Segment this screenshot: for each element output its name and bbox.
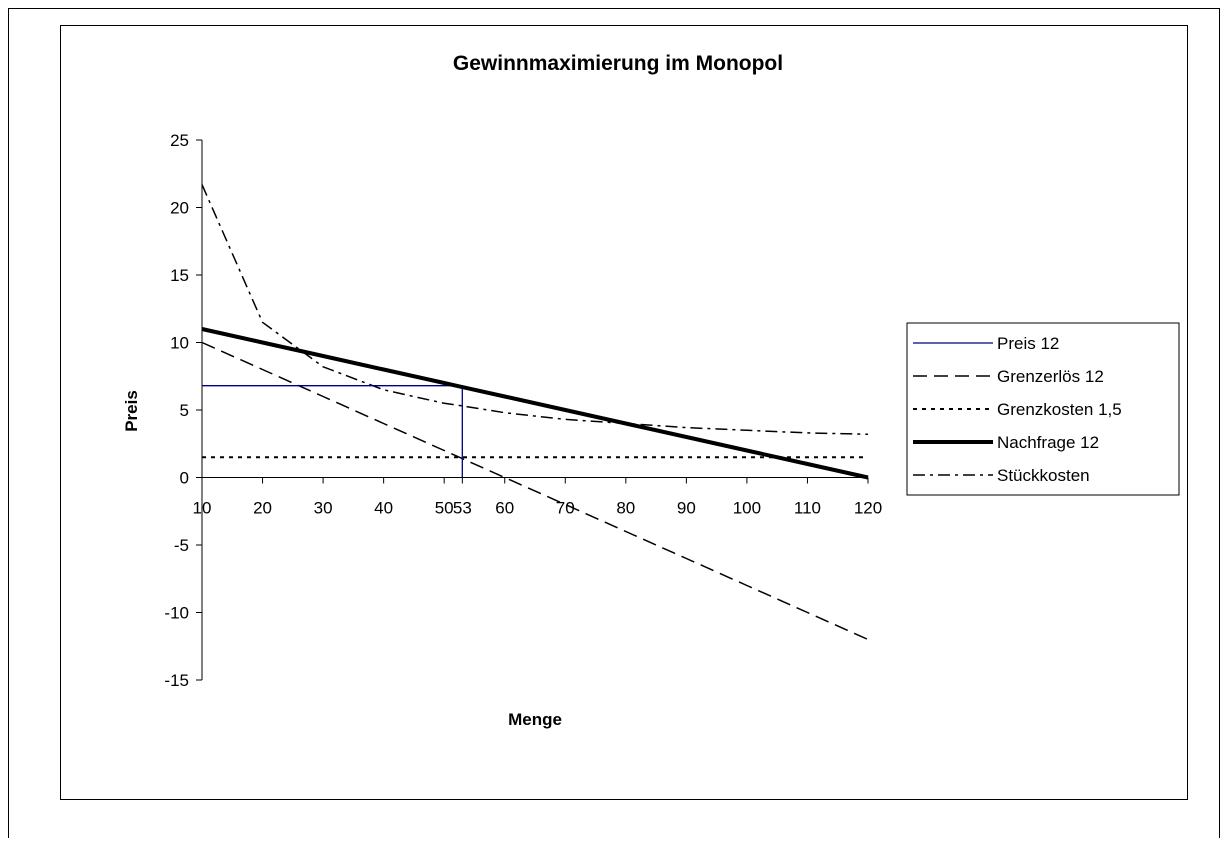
y-tick-label: 5	[180, 401, 189, 420]
x-tick-label: 80	[616, 499, 635, 518]
x-tick-label: 60	[495, 499, 514, 518]
x-tick-label: 10	[193, 499, 212, 518]
legend-label-2: Grenzkosten 1,5	[997, 400, 1122, 419]
x-tick-label: 100	[733, 499, 761, 518]
legend-label-0: Preis 12	[997, 334, 1059, 353]
legend-label-4: Stückkosten	[997, 466, 1090, 485]
series-line-1	[201, 341, 869, 641]
legend: Preis 12 Grenzerlös 12 Grenzkosten 1,5 Nach…	[906, 322, 1180, 496]
x-tick-label: 40	[374, 499, 393, 518]
x-tick-label: 120	[854, 499, 882, 518]
series-line-0	[202, 385, 463, 478]
legend-label-3: Nachfrage 12	[997, 433, 1099, 452]
x-tick-label: 70	[556, 499, 575, 518]
page-frame	[8, 8, 1220, 838]
y-tick-label: -5	[174, 536, 189, 555]
legend-label-1: Grenzerlös 12	[997, 367, 1104, 386]
x-axis-title: Menge	[508, 710, 562, 729]
x-tick-label: 53	[453, 499, 472, 518]
series-layer	[201, 184, 869, 641]
y-tick-label: -10	[164, 604, 189, 623]
y-axis-title: Preis	[122, 390, 141, 432]
y-tick-label: 15	[170, 266, 189, 285]
x-tick-label: 20	[253, 499, 272, 518]
x-tick-label: 110	[794, 499, 821, 518]
y-tick-label: -15	[164, 671, 189, 690]
series-line-3	[201, 327, 869, 480]
y-tick-label: 20	[170, 199, 189, 218]
series-line-4	[201, 184, 869, 436]
x-tick-label: 50	[435, 499, 454, 518]
y-tick-label: 10	[170, 334, 189, 353]
y-tick-label: 0	[180, 469, 189, 488]
x-tick-label: 90	[677, 499, 696, 518]
y-tick-label: 25	[170, 131, 189, 150]
x-tick-label: 30	[314, 499, 333, 518]
chart-title: Gewinnmaximierung im Monopol	[453, 52, 783, 75]
